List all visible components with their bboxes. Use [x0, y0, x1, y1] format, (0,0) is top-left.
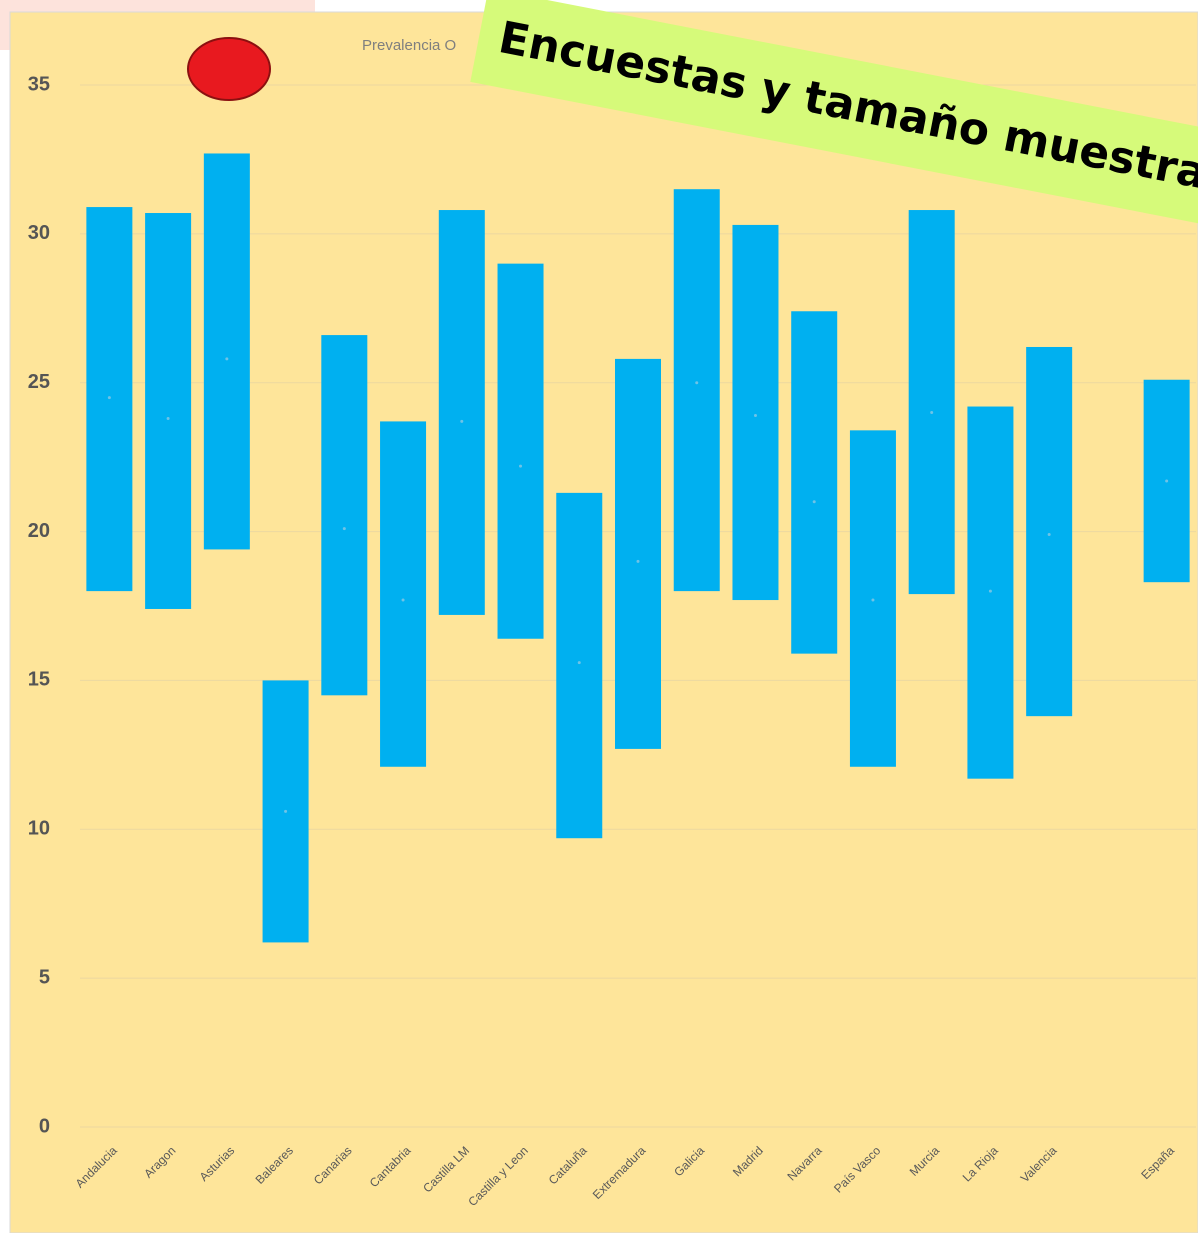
- mid-point: [225, 357, 229, 361]
- y-tick-label: 25: [28, 371, 50, 393]
- banner-background: [470, 0, 1198, 231]
- mid-point: [930, 410, 934, 414]
- y-tick-label: 15: [28, 669, 50, 691]
- range-bar: [321, 335, 368, 696]
- mid-point: [107, 396, 111, 400]
- mid-point: [460, 419, 464, 423]
- y-tick-label: 30: [28, 222, 50, 244]
- range-bar: [438, 210, 485, 615]
- mid-point: [636, 559, 640, 563]
- range-bar: [673, 189, 720, 592]
- plot-background: [9, 11, 1198, 1233]
- mid-point: [284, 809, 288, 813]
- range-bar: [203, 153, 250, 550]
- mid-point: [342, 527, 346, 531]
- mid-point: [1165, 479, 1169, 483]
- range-bar: [615, 358, 661, 749]
- red-marker: [187, 37, 271, 101]
- mid-point: [577, 661, 581, 665]
- mid-point: [753, 413, 757, 417]
- range-bar: [145, 213, 192, 609]
- y-tick-label: 0: [39, 1115, 50, 1137]
- y-tick-label: 20: [28, 520, 50, 542]
- range-bar: [556, 492, 603, 839]
- range-bar: [497, 263, 544, 639]
- range-bar: [908, 210, 955, 595]
- range-bar: [791, 311, 838, 654]
- y-tick-label: 35: [28, 73, 50, 95]
- mid-point: [812, 500, 816, 504]
- range-bar: [380, 421, 427, 767]
- chart-title: Prevalencia O: [362, 37, 456, 54]
- mid-point: [401, 598, 405, 602]
- mid-point: [695, 381, 699, 385]
- mid-point: [166, 416, 170, 420]
- mid-point: [1047, 533, 1051, 537]
- y-tick-label: 5: [39, 966, 50, 988]
- range-bar: [732, 224, 779, 601]
- mid-point: [988, 589, 992, 593]
- mid-point: [519, 464, 523, 468]
- y-tick-label: 10: [28, 818, 50, 840]
- range-bar: [1026, 346, 1073, 717]
- mid-point: [871, 598, 875, 602]
